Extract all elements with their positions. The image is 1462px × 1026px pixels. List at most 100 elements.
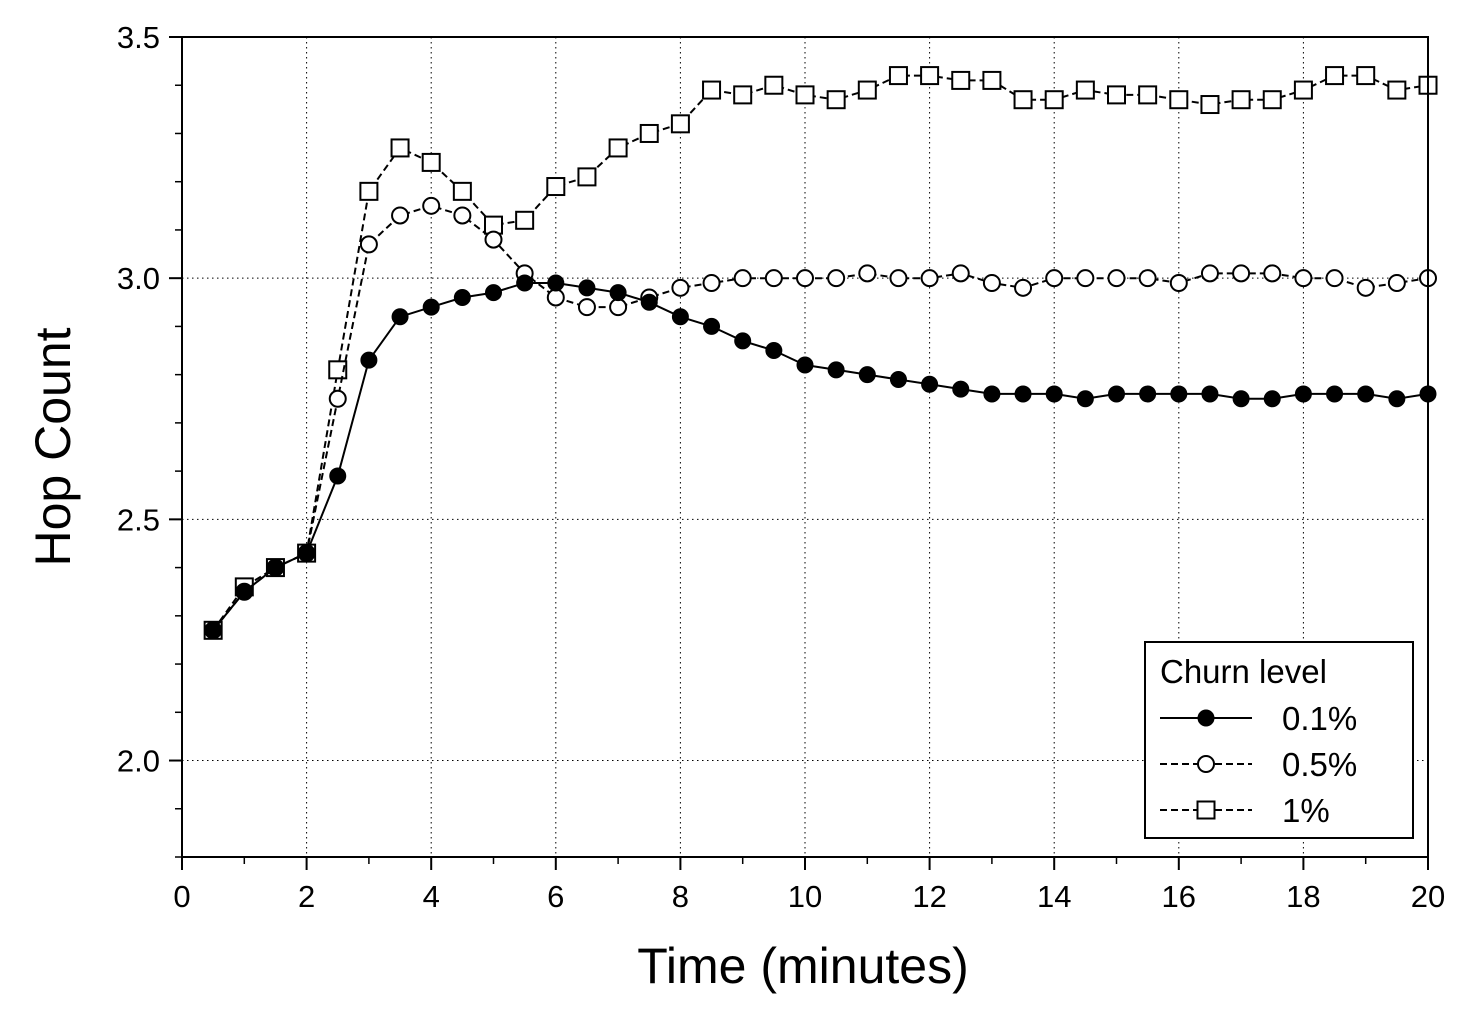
data-point [391, 308, 409, 326]
data-point [453, 288, 471, 306]
data-point [982, 274, 1001, 292]
series-0.5% [204, 196, 1437, 640]
x-tick-label: 10 [788, 879, 822, 914]
data-point [1075, 80, 1095, 100]
data-point [826, 90, 846, 110]
data-point [452, 181, 472, 201]
data-point [359, 181, 379, 201]
x-tick-label: 16 [1162, 879, 1196, 914]
data-point [266, 559, 284, 577]
data-point [609, 298, 628, 317]
data-point [1170, 385, 1188, 403]
data-point [235, 583, 253, 601]
data-point [889, 370, 907, 388]
data-point [1263, 390, 1281, 408]
data-point [889, 269, 908, 288]
x-axis-title: Time (minutes) [637, 938, 969, 994]
x-tick-label: 0 [173, 879, 190, 914]
data-point [1387, 274, 1406, 292]
data-point [1014, 278, 1033, 297]
data-point [733, 85, 753, 105]
data-point [609, 284, 627, 302]
data-point [329, 467, 347, 485]
legend-label: 0.1% [1282, 700, 1357, 737]
data-point [827, 269, 846, 288]
data-point [1263, 264, 1282, 283]
x-tick-labels: 0 2 4 6 8 10 12 14 16 18 20 [173, 879, 1445, 914]
data-point [1045, 269, 1064, 288]
data-point [608, 138, 628, 158]
series-1% [203, 66, 1438, 640]
data-point [1262, 90, 1282, 110]
x-axis-ticks [181, 857, 1429, 870]
data-point [1138, 269, 1157, 288]
data-point [1387, 80, 1407, 100]
plot-frame [181, 36, 1429, 858]
data-point [359, 235, 378, 254]
data-point [952, 380, 970, 398]
data-point [983, 385, 1001, 403]
data-point [951, 264, 970, 283]
data-point [546, 177, 566, 197]
data-point [1357, 385, 1375, 403]
series-layer [203, 66, 1438, 640]
data-point [1232, 390, 1250, 408]
y-tick-label: 3.5 [117, 20, 160, 55]
x-tick-label: 18 [1286, 879, 1320, 914]
data-point [734, 332, 752, 350]
data-point [888, 66, 908, 86]
data-point [1076, 269, 1095, 288]
data-point [857, 80, 877, 100]
data-point [1139, 385, 1157, 403]
x-tick-label: 14 [1037, 879, 1071, 914]
legend-label: 0.5% [1282, 746, 1357, 783]
data-point [670, 114, 690, 134]
data-point [982, 70, 1002, 90]
x-tick-label: 2 [298, 879, 315, 914]
data-point [671, 278, 690, 297]
data-point [422, 196, 441, 215]
data-point [921, 375, 939, 393]
data-point [390, 138, 410, 158]
data-point [702, 274, 721, 292]
data-point [1014, 385, 1032, 403]
data-point [328, 360, 348, 380]
data-point [1325, 66, 1345, 86]
data-point [391, 206, 410, 225]
data-point [298, 544, 316, 562]
data-point [546, 288, 565, 307]
x-tick-label: 4 [423, 879, 440, 914]
legend-entry: 0.1% [1160, 700, 1357, 737]
data-point [577, 167, 597, 187]
data-point [1294, 269, 1313, 288]
data-point [1200, 264, 1219, 283]
data-point [516, 274, 534, 292]
legend-marker [1196, 800, 1216, 820]
data-point [640, 293, 658, 311]
data-point [1107, 85, 1126, 105]
data-point [796, 356, 814, 374]
data-point [421, 152, 441, 172]
y-tick-labels: 2.0 2.5 3.0 3.5 [117, 20, 160, 779]
y-tick-label: 3.0 [117, 261, 160, 296]
data-point [1293, 80, 1313, 100]
legend-marker [1197, 709, 1215, 727]
data-point [796, 269, 814, 288]
data-point [1232, 264, 1251, 283]
data-point [1044, 90, 1064, 110]
data-point [1013, 90, 1033, 110]
legend-label: 1% [1282, 792, 1330, 829]
legend-entries: 0.1% 0.5% 1% [1160, 700, 1357, 829]
series-line [212, 282, 1429, 631]
y-tick-label: 2.5 [117, 502, 160, 537]
data-point [1076, 390, 1094, 408]
data-point [204, 621, 222, 639]
data-point [951, 70, 971, 90]
legend-marker [1197, 755, 1215, 773]
data-point [484, 230, 503, 249]
series-line [212, 204, 1429, 631]
data-point [765, 342, 783, 360]
data-point [1356, 278, 1375, 297]
